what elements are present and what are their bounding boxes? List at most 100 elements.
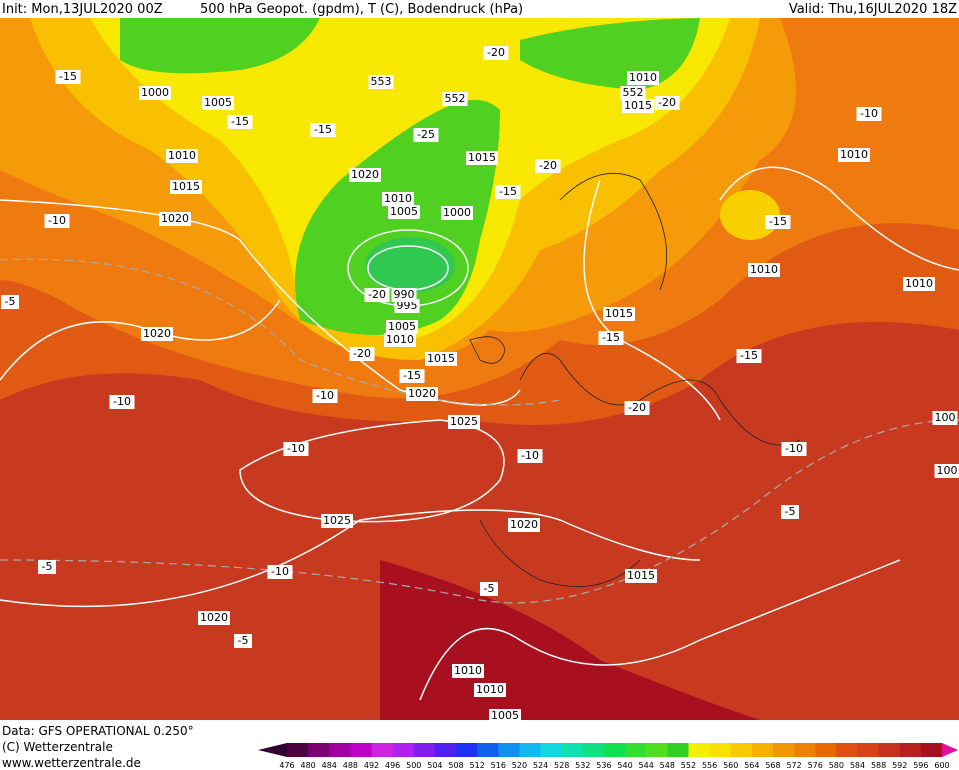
colorbar-label: 536	[596, 761, 611, 770]
colorbar-label: 504	[427, 761, 442, 770]
temperature-label: -15	[602, 331, 620, 344]
map-title: 500 hPa Geopot. (gpdm), T (C), Bodendruc…	[200, 2, 523, 17]
label-box	[448, 415, 480, 429]
colorbar-label: 508	[448, 761, 463, 770]
temperature-label: -5	[238, 634, 249, 647]
temperature-label: -5	[5, 295, 16, 308]
label-box	[495, 185, 521, 199]
label-box	[399, 369, 425, 383]
colorbar-label: 532	[575, 761, 590, 770]
pressure-label: 100	[935, 411, 956, 424]
temperature-label: -10	[113, 395, 131, 408]
temperature-label: -15	[403, 369, 421, 382]
colorbar-swatch	[603, 743, 626, 757]
coastlines	[469, 173, 801, 588]
colorbar-label: 540	[617, 761, 632, 770]
label-box	[44, 214, 70, 228]
label-box	[388, 205, 420, 219]
label-box	[349, 347, 375, 361]
colorbar-swatch	[646, 743, 668, 757]
label-box	[202, 96, 234, 110]
colorbar-swatch	[540, 743, 563, 757]
label-box	[166, 149, 198, 163]
label-box	[391, 288, 417, 302]
label-box	[781, 442, 807, 456]
colorbar-label: 476	[279, 761, 294, 770]
pressure-label: 1015	[605, 307, 633, 320]
temperature-label: -15	[769, 215, 787, 228]
label-box	[386, 320, 418, 334]
colorbar-swatch	[434, 743, 457, 757]
colorbar-label: 596	[913, 761, 928, 770]
label-box	[38, 560, 56, 574]
temperature-label: -5	[42, 560, 53, 573]
colorbar-label: 560	[723, 761, 738, 770]
label-box	[603, 307, 635, 321]
label-box	[466, 151, 498, 165]
label-box	[159, 212, 191, 226]
colorbar-label: 520	[512, 761, 527, 770]
pressure-label: 1020	[143, 327, 171, 340]
pressure-label: 1020	[510, 518, 538, 531]
label-box	[349, 168, 381, 182]
label-box	[474, 683, 506, 697]
label-box	[364, 288, 390, 302]
colorbar-label: 488	[343, 761, 358, 770]
pressure-label: 553	[371, 75, 392, 88]
label-box	[227, 115, 253, 129]
pressure-label: 1010	[168, 149, 196, 162]
temperature-label: -20	[368, 288, 386, 301]
pressure-label: 1010	[476, 683, 504, 696]
colorbar-arrow-high	[942, 743, 958, 757]
pressure-label: 1025	[450, 415, 478, 428]
colorbar-label: 592	[892, 761, 907, 770]
label-box	[452, 664, 484, 678]
temperature-label: -10	[271, 565, 289, 578]
pressure-label: 995	[397, 299, 418, 312]
colorbar-label: 564	[744, 761, 759, 770]
colorbar-swatch	[371, 743, 394, 757]
label-box	[413, 128, 439, 142]
colorbar-swatch	[498, 743, 520, 757]
label-box	[535, 159, 561, 173]
label-box	[55, 70, 81, 84]
pressure-label: 1010	[386, 333, 414, 346]
pressure-label: 1015	[627, 569, 655, 582]
label-box	[489, 709, 521, 723]
label-box	[321, 514, 353, 528]
colorbar-label: 516	[491, 761, 506, 770]
colorbar: 476 480 484 488 492 496 500 504 508 512 516 520 524 5…	[258, 743, 958, 770]
label-box	[310, 123, 336, 137]
colorbar-swatch	[794, 743, 816, 757]
colorbar-swatch	[815, 743, 837, 757]
colorbar-label: 492	[364, 761, 379, 770]
label-box	[508, 518, 540, 532]
colorbar-swatch	[899, 743, 922, 757]
isotherms	[0, 258, 959, 604]
label-box	[856, 107, 882, 121]
label-box	[627, 71, 659, 85]
pressure-label: 1010	[454, 664, 482, 677]
colorbar-swatch	[667, 743, 689, 757]
pressure-label: 1025	[323, 514, 351, 527]
pressure-label: 1005	[491, 709, 519, 722]
colorbar-swatch	[287, 743, 309, 757]
colorbar-label: 568	[765, 761, 780, 770]
colorbar-swatch	[392, 743, 415, 757]
label-box	[736, 349, 762, 363]
label-box	[139, 86, 171, 100]
colorbar-label: 576	[808, 761, 823, 770]
label-box	[517, 449, 543, 463]
colorbar-label: 548	[660, 761, 675, 770]
label-box	[1, 295, 19, 309]
colorbar-swatch	[920, 743, 943, 757]
colorbar-swatch	[582, 743, 605, 757]
label-box	[425, 352, 457, 366]
colorbar-label: 600	[934, 761, 949, 770]
isobars	[0, 166, 959, 701]
colorbar-label: 584	[850, 761, 865, 770]
temperature-label: -20	[539, 159, 557, 172]
pressure-label: 1015	[468, 151, 496, 164]
temperature-label: -25	[417, 128, 435, 141]
